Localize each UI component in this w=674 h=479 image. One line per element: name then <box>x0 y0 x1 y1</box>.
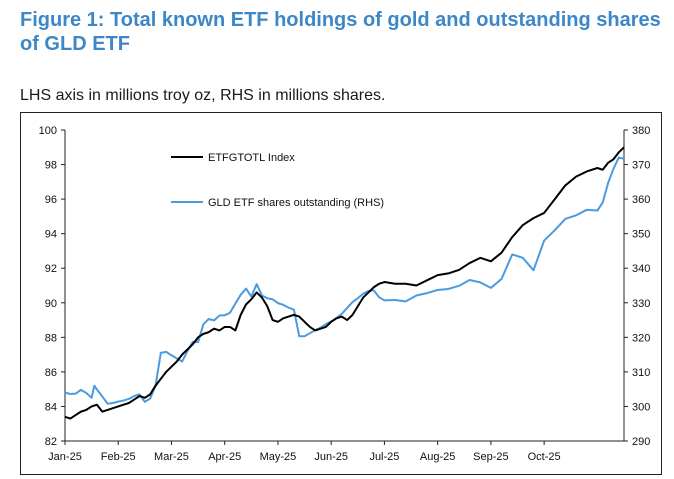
left-axis-tick-label: 88 <box>45 332 57 344</box>
chart-frame: 82 84 86 88 90 92 94 96 98 100 290 300 310 320 330 340 3… <box>20 112 662 475</box>
left-axis-tick-label: 86 <box>45 367 57 379</box>
x-axis-tick-label: Sep-25 <box>473 451 508 463</box>
x-axis-tick-label: Apr-25 <box>208 451 241 463</box>
left-axis-tick-label: 96 <box>45 194 57 206</box>
left-axis-tick-label: 98 <box>45 160 57 172</box>
left-axis-tick-label: 94 <box>45 229 57 241</box>
series-line-gld-shares <box>64 156 625 405</box>
left-axis-tick-label: 90 <box>45 298 57 310</box>
x-axis-tick-label: May-25 <box>260 451 297 463</box>
right-axis-tick-label: 340 <box>632 263 650 275</box>
left-axis-tick-label: 82 <box>45 436 57 448</box>
right-axis-tick-label: 300 <box>632 401 650 413</box>
right-axis-tick-label: 380 <box>632 125 650 137</box>
figure-title: Figure 1: Total known ETF holdings of go… <box>20 9 661 55</box>
chart-series-layer <box>64 146 625 420</box>
x-axis-tick-label: Aug-25 <box>420 451 455 463</box>
left-axis-tick-label: 92 <box>45 263 57 275</box>
left-axis-tick-label: 84 <box>45 401 57 413</box>
right-axis-tick-label: 290 <box>632 436 650 448</box>
right-axis-tick-label: 360 <box>632 194 650 206</box>
x-axis-tick-label: Jan-25 <box>48 451 82 463</box>
legend-item-gld-shares-label: GLD ETF shares outstanding (RHS) <box>208 197 384 209</box>
x-axis-tick-label: Oct-25 <box>528 451 561 463</box>
x-axis-tick-label: Jul-25 <box>369 451 399 463</box>
x-axis-tick-label: Feb-25 <box>101 451 136 463</box>
left-axis-tick-label: 100 <box>39 125 57 137</box>
x-axis-tick-label: Mar-25 <box>154 451 189 463</box>
right-axis-tick-label: 330 <box>632 298 650 310</box>
chart-legend: ETFGTOTL Index GLD ETF shares outstanding… <box>171 152 384 209</box>
series-line-etfgtotl <box>64 146 625 420</box>
right-axis-tick-label: 350 <box>632 229 650 241</box>
right-axis-tick-label: 370 <box>632 160 650 172</box>
right-axis-tick-label: 310 <box>632 367 650 379</box>
legend-item-etfgtotl-label: ETFGTOTL Index <box>208 152 295 164</box>
x-axis-tick-label: Jun-25 <box>314 451 348 463</box>
right-axis-tick-label: 320 <box>632 332 650 344</box>
chart-axes: 82 84 86 88 90 92 94 96 98 100 290 300 310 320 330 340 3… <box>39 125 651 463</box>
figure-subtitle: LHS axis in millions troy oz, RHS in mil… <box>20 87 386 104</box>
line-chart: 82 84 86 88 90 92 94 96 98 100 290 300 310 320 330 340 3… <box>39 125 651 463</box>
